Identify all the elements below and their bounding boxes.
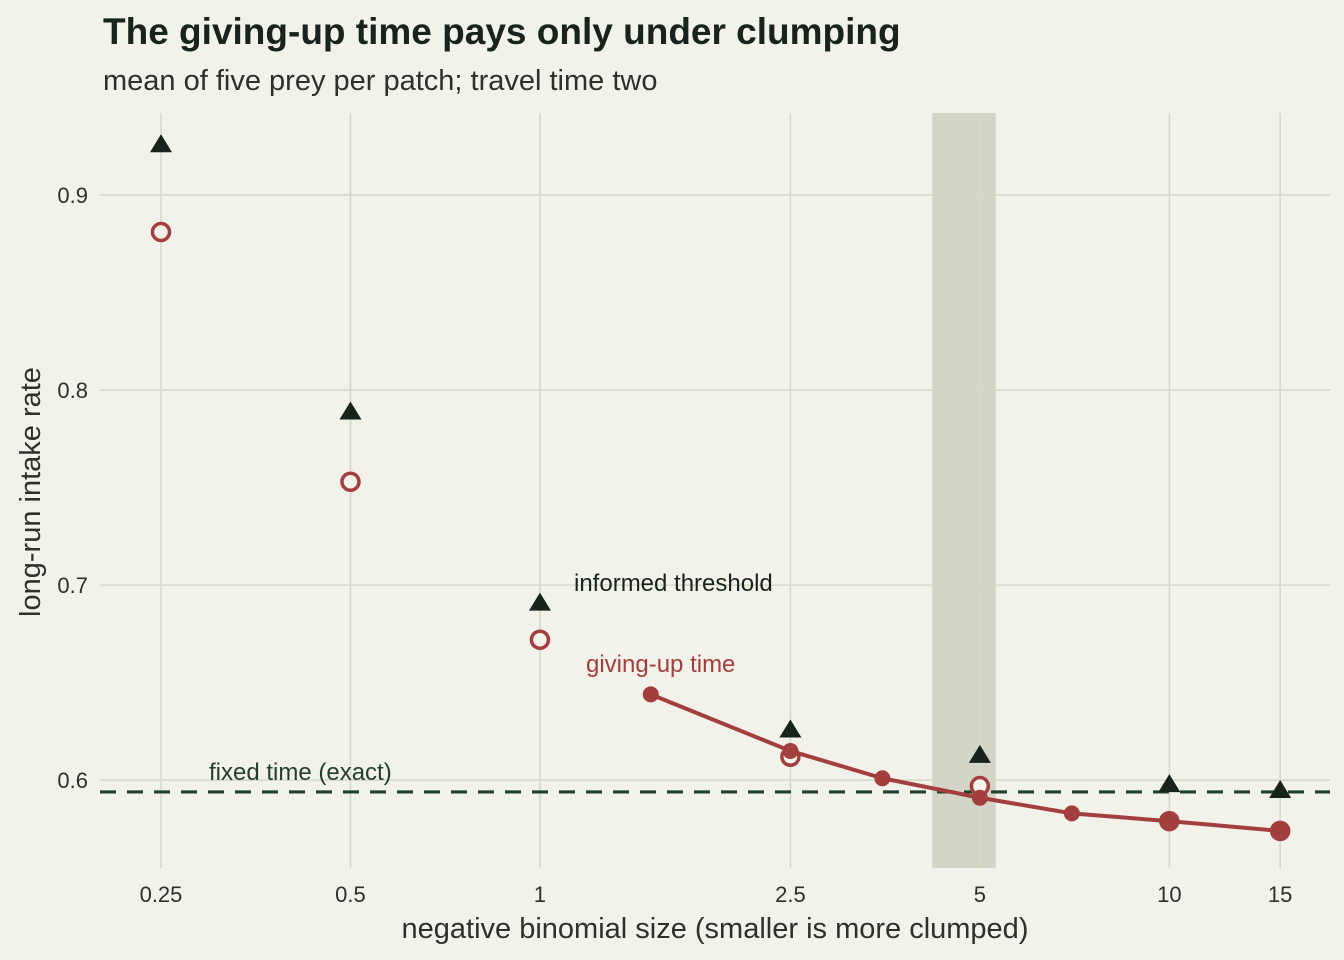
x-tick-label: 2.5 <box>775 882 806 907</box>
x-tick-label: 10 <box>1157 882 1181 907</box>
x-tick-label: 1 <box>534 882 546 907</box>
chart-title: The giving-up time pays only under clump… <box>103 11 901 52</box>
informed-threshold-point <box>779 719 802 738</box>
grid-layer <box>100 113 1330 868</box>
chart-subtitle: mean of five prey per patch; travel time… <box>103 65 657 97</box>
x-tick-label: 0.5 <box>335 882 366 907</box>
giving-up-time-filled-point <box>1272 822 1289 839</box>
tick-label-layer: 0.25 0.5 1 2.5 5 10 15 0.6 0.7 0.8 0.9 <box>57 183 1292 907</box>
giving-up-time-filled-point <box>642 686 659 703</box>
highlight-band <box>932 113 996 868</box>
informed-threshold-point <box>1158 774 1181 793</box>
annotation-fixed-time: fixed time (exact) <box>209 759 392 786</box>
x-tick-label: 0.25 <box>140 882 183 907</box>
informed-threshold-point <box>528 592 551 611</box>
x-tick-label: 15 <box>1268 882 1292 907</box>
x-tick-label: 5 <box>974 882 986 907</box>
giving-up-time-filled-point <box>1063 805 1080 822</box>
highlight-band-layer <box>932 113 996 868</box>
giving-up-time-filled-point <box>874 770 891 787</box>
giving-up-time-filled-point <box>1161 813 1178 830</box>
informed-threshold-point <box>149 134 172 153</box>
points-layer <box>149 134 1292 842</box>
giving-up-time-open-point <box>340 471 361 492</box>
giving-up-time-filled-point <box>971 789 988 806</box>
y-tick-label: 0.6 <box>57 768 88 793</box>
y-tick-label: 0.8 <box>57 378 88 403</box>
x-axis-label: negative binomial size (smaller is more … <box>402 913 1029 945</box>
giving-up-time-open-point <box>529 629 551 650</box>
y-axis-label: long-run intake rate <box>15 367 47 617</box>
informed-threshold-point <box>1269 779 1292 798</box>
giving-up-time-filled-point <box>782 742 799 759</box>
annotation-informed-threshold: informed threshold <box>574 570 773 597</box>
informed-threshold-point <box>339 401 362 420</box>
y-tick-label: 0.7 <box>57 573 88 598</box>
annotation-giving-up-time: giving-up time <box>586 651 735 678</box>
giving-up-time-open-point <box>150 221 172 243</box>
y-tick-label: 0.9 <box>57 183 88 208</box>
informed-threshold-point <box>968 744 991 763</box>
